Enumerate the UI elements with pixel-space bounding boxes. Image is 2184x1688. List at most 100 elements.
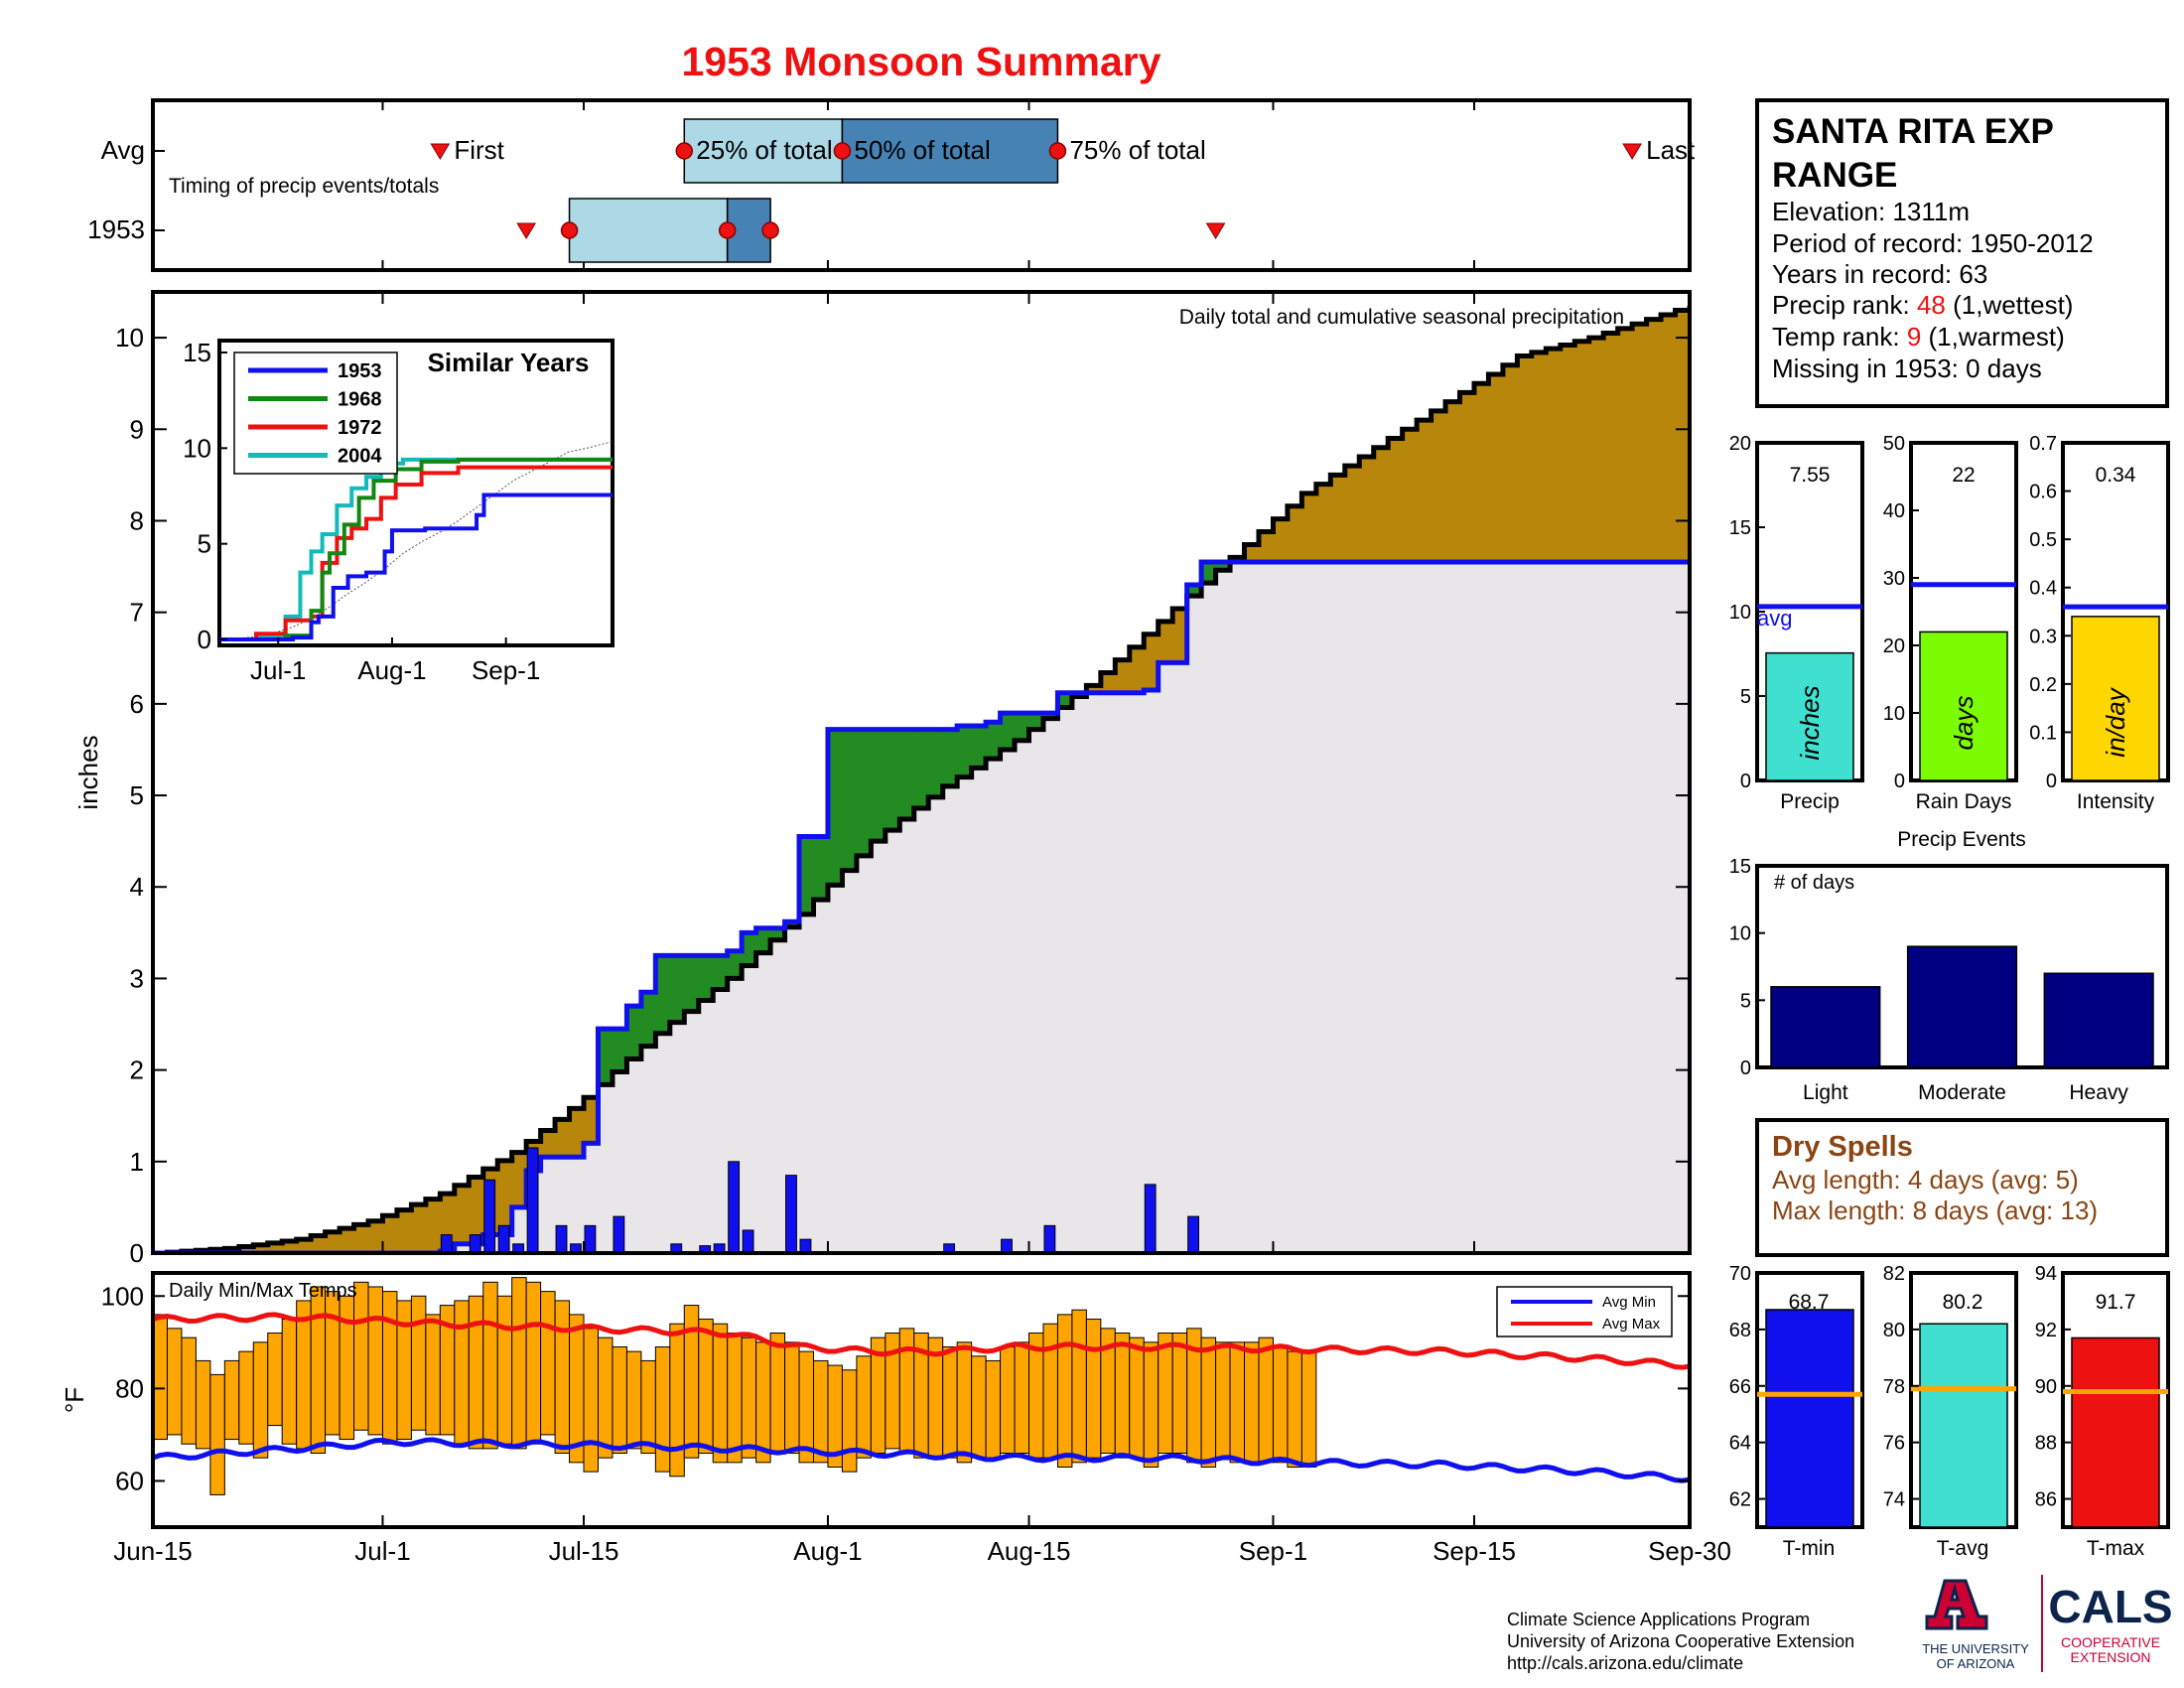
raindays-ytick-label: 40 — [1883, 500, 1905, 522]
below-average-block — [282, 1241, 298, 1253]
tmin-value: 68.7 — [1789, 1291, 1830, 1314]
inset-series-1953 — [219, 492, 613, 641]
dry-avg: Avg length: 4 days (avg: 5) — [1772, 1165, 2079, 1195]
daily-temp-bar — [252, 1341, 269, 1459]
x-axis-tick-label: Sep-1 — [1239, 1536, 1307, 1566]
above-average-block — [770, 927, 786, 940]
ua-logo-line1: THE UNIVERSITY — [1922, 1641, 2029, 1656]
daily-temp-bar — [856, 1355, 872, 1459]
precip-ytick-label: 10 — [1729, 602, 1751, 624]
above-average-block — [727, 950, 743, 979]
above-average-block — [813, 836, 829, 901]
daily-temp-bar — [1287, 1350, 1302, 1468]
below-average-block — [1646, 319, 1662, 562]
tavg-bar — [1919, 1323, 2008, 1528]
above-average-block — [640, 992, 656, 1047]
ua-logo-line2: OF ARIZONA — [1937, 1656, 2015, 1671]
intensity-ytick-label: 0 — [2046, 771, 2057, 792]
above-average-block — [928, 729, 944, 797]
tavg-chart: 74 76 78 80 82 — [1883, 1263, 2018, 1529]
tavg-ytick-label: 74 — [1883, 1489, 1905, 1511]
timing-marker-p50 — [833, 142, 852, 160]
daily-temp-bar — [1244, 1341, 1260, 1464]
daily-precip-bar — [943, 1243, 956, 1253]
temp-legend-box — [1496, 1286, 1673, 1337]
dry-max: Max length: 8 days (avg: 13) — [1772, 1196, 2098, 1225]
daily-temp-bar — [841, 1369, 858, 1473]
avg-max-line — [153, 1312, 1690, 1370]
below-average-block — [497, 1160, 513, 1235]
intensity-ytick-label: 0.5 — [2029, 529, 2057, 551]
precip-ytick-label: 0 — [1740, 771, 1751, 792]
block-a-icon — [1925, 1579, 1988, 1630]
intensity-chart: 0 0.1 0.2 0.3 0.4 0.5 0.6 0.7 — [2029, 433, 2170, 792]
intensity-ytick-label: 0.4 — [2029, 578, 2057, 600]
tmax-ytick-label: 90 — [2035, 1376, 2057, 1398]
above-average-block — [799, 836, 815, 914]
timing-triangle-first — [430, 143, 451, 160]
daily-temp-bar — [1114, 1333, 1131, 1459]
daily-temp-bar — [181, 1336, 197, 1445]
events-bar-moderate — [1906, 945, 2018, 1068]
intensity-value: 0.34 — [2096, 464, 2136, 487]
above-average-block — [669, 955, 685, 1023]
below-average-block — [1661, 315, 1677, 562]
below-average-block — [1330, 475, 1346, 562]
events-bar-heavy — [2043, 972, 2154, 1068]
daily-temp-bar — [812, 1359, 829, 1464]
below-average-block — [540, 1130, 556, 1158]
timing-marker-p25 — [560, 221, 579, 239]
above-average-block — [957, 725, 973, 777]
main-ytick-label: 3 — [130, 963, 144, 993]
timing-subtitle: Timing of precip events/totals — [169, 175, 439, 198]
above-average-block — [598, 1029, 614, 1085]
below-average-block — [1273, 518, 1289, 562]
daily-temp-bar — [195, 1359, 211, 1450]
daily-temp-bar — [784, 1341, 800, 1455]
x-axis-tick-label: Jul-15 — [549, 1536, 619, 1566]
inset-xtick-label: Sep-1 — [472, 655, 540, 685]
precip-label: Precip — [1780, 790, 1840, 813]
events-ylabel: # of days — [1774, 872, 1854, 894]
main-ytick-label: 2 — [130, 1055, 144, 1085]
daily-temp-bar — [712, 1323, 729, 1464]
below-average-block — [469, 1177, 484, 1244]
raindays-value: 22 — [1952, 464, 1975, 487]
precip-total-chart: 0 5 10 15 20 — [1729, 433, 1864, 792]
tavg-value: 80.2 — [1943, 1291, 1983, 1314]
below-average-block — [555, 1119, 571, 1158]
below-average-block — [1445, 401, 1461, 562]
daily-precip-bar — [1001, 1238, 1013, 1253]
similar-years-inset: 0 5 10 15 Jul-1 Aug-1 Sep-1 Similar Years 1953… — [183, 338, 614, 685]
inset-series-1968 — [219, 457, 613, 641]
daily-temp-bar — [1200, 1336, 1217, 1468]
daily-temp-bar — [1143, 1341, 1160, 1468]
precip-events-chart: Light Moderate Heavy 0 5 10 15 — [1729, 856, 2169, 1104]
inset-xtick-label: Jul-1 — [250, 655, 306, 685]
daily-temp-bar — [1272, 1345, 1289, 1464]
daily-temp-bar — [654, 1345, 671, 1473]
timing-box-50-75 — [841, 118, 1059, 184]
tavg-label: T-avg — [1937, 1537, 1989, 1560]
daily-precip-bar — [483, 1179, 496, 1253]
page-title: 1953 Monsoon Summary — [681, 39, 1160, 84]
daily-temp-bar — [1229, 1341, 1246, 1464]
below-average-block — [340, 1228, 355, 1253]
tavg-ytick-label: 76 — [1883, 1433, 1905, 1455]
events-ytick-label: 10 — [1729, 923, 1751, 945]
daily-precip-bar — [742, 1229, 754, 1253]
tmax-ytick-label: 94 — [2035, 1263, 2057, 1285]
timing-triangle-first — [516, 222, 537, 239]
dry-frame — [1755, 1118, 2169, 1257]
inset-legend-label-1972: 1972 — [338, 417, 382, 439]
events-title: Precip Events — [1897, 828, 2026, 851]
below-average-block — [353, 1224, 369, 1253]
timing-row-avg: Avg — [101, 135, 145, 165]
x-axis-tick-label: Aug-15 — [988, 1536, 1071, 1566]
inset-title: Similar Years — [428, 348, 590, 377]
daily-temp-bar — [798, 1350, 814, 1464]
dry-title: Dry Spells — [1772, 1131, 1913, 1163]
below-average-block — [1100, 672, 1116, 693]
above-average-block — [684, 955, 700, 1012]
tmax-label: T-max — [2087, 1537, 2145, 1560]
